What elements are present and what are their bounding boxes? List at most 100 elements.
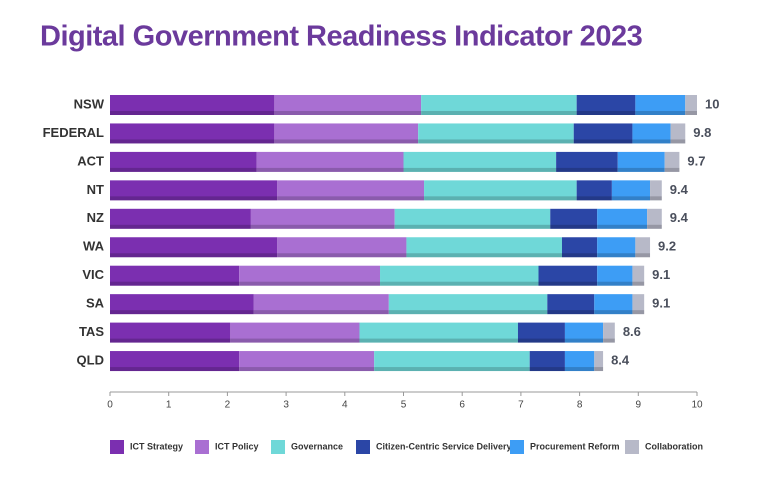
x-tick-label: 7	[518, 400, 524, 411]
bar-segment	[664, 151, 680, 172]
bar-shade	[110, 310, 254, 315]
bar-segment	[576, 180, 612, 201]
legend-swatch	[510, 440, 524, 454]
bar-segment	[550, 208, 598, 229]
category-label: SA	[86, 296, 105, 311]
bar-segment	[239, 351, 375, 372]
bar-shade	[250, 224, 395, 229]
bar-segment	[635, 237, 651, 258]
bar-shade	[406, 253, 562, 258]
bar-segment	[110, 123, 275, 144]
bar-shade	[374, 367, 530, 372]
bar-shade	[597, 253, 636, 258]
bar-segment	[274, 123, 419, 144]
total-label: 8.4	[611, 352, 630, 367]
x-tick-label: 6	[459, 400, 465, 411]
bar-shade	[632, 281, 645, 286]
bar-segment	[670, 123, 686, 144]
x-tick-label: 4	[342, 400, 348, 411]
bar-shade	[664, 167, 680, 172]
bar-shade	[253, 310, 389, 315]
bar-segment	[576, 95, 636, 115]
bar-shade	[110, 367, 240, 372]
bar-segment	[529, 351, 565, 372]
legend-swatch	[356, 440, 370, 454]
bar-segment	[418, 123, 574, 144]
x-tick-label: 9	[636, 400, 642, 411]
bar-segment	[564, 322, 604, 343]
bar-segment	[239, 265, 381, 286]
bar-segment	[611, 180, 651, 201]
bar-segment	[594, 351, 604, 372]
total-label: 9.2	[658, 239, 676, 254]
bar-shade	[418, 139, 574, 144]
bar-segment	[110, 208, 251, 229]
category-label: TAS	[79, 324, 104, 339]
x-tick-label: 8	[577, 400, 583, 411]
bar-shade	[110, 253, 278, 258]
total-label: 10	[705, 96, 719, 111]
category-label: NZ	[87, 210, 104, 225]
bar-segment	[388, 294, 548, 315]
total-label: 9.4	[670, 210, 689, 225]
bar-segment	[647, 208, 662, 229]
legend-swatch	[195, 440, 209, 454]
bar-segment	[617, 151, 665, 172]
bar-shade	[573, 139, 633, 144]
bar-segment	[597, 208, 648, 229]
total-label: 9.8	[693, 125, 711, 140]
x-tick-label: 5	[401, 400, 407, 411]
bar-shade	[635, 111, 686, 115]
bar-segment	[230, 322, 360, 343]
legend-swatch	[271, 440, 285, 454]
bar-shade	[594, 367, 604, 372]
bar-segment	[632, 123, 671, 144]
bar-segment	[250, 208, 395, 229]
bar-shade	[597, 281, 633, 286]
bar-segment	[394, 208, 551, 229]
legend-swatch	[110, 440, 124, 454]
bar-shade	[556, 167, 618, 172]
bar-segment	[597, 237, 636, 258]
total-label: 9.4	[670, 182, 689, 197]
bar-segment	[110, 294, 254, 315]
bar-shade	[380, 281, 539, 286]
bar-shade	[394, 224, 551, 229]
bar-segment	[685, 95, 697, 115]
bar-shade	[685, 111, 697, 115]
legend-label: Procurement Reform	[530, 441, 620, 451]
bar-shade	[424, 196, 577, 201]
bar-segment	[380, 265, 539, 286]
bar-shade	[635, 253, 651, 258]
category-label: QLD	[77, 352, 104, 367]
bar-segment	[635, 95, 686, 115]
legend-label: ICT Policy	[215, 441, 259, 451]
legend-label: Collaboration	[645, 441, 703, 451]
bar-segment	[374, 351, 530, 372]
bar-shade	[550, 224, 598, 229]
bar-segment	[538, 265, 598, 286]
bar-shade	[547, 310, 595, 315]
bar-segment	[547, 294, 595, 315]
bar-segment	[517, 322, 565, 343]
bar-shade	[110, 338, 231, 343]
bar-shade	[110, 139, 275, 144]
bar-shade	[564, 367, 595, 372]
bar-shade	[632, 139, 671, 144]
bar-segment	[597, 265, 633, 286]
bar-segment	[277, 180, 425, 201]
bar-segment	[594, 294, 633, 315]
bar-segment	[556, 151, 618, 172]
bar-segment	[603, 322, 615, 343]
bar-segment	[110, 151, 257, 172]
total-label: 9.7	[687, 153, 705, 168]
bar-shade	[576, 111, 636, 115]
category-label: WA	[83, 239, 105, 254]
bar-shade	[594, 310, 633, 315]
bar-shade	[274, 139, 419, 144]
bar-shade	[277, 253, 407, 258]
bar-segment	[561, 237, 598, 258]
bar-shade	[110, 196, 278, 201]
bar-shade	[538, 281, 598, 286]
x-tick-label: 10	[691, 400, 703, 411]
